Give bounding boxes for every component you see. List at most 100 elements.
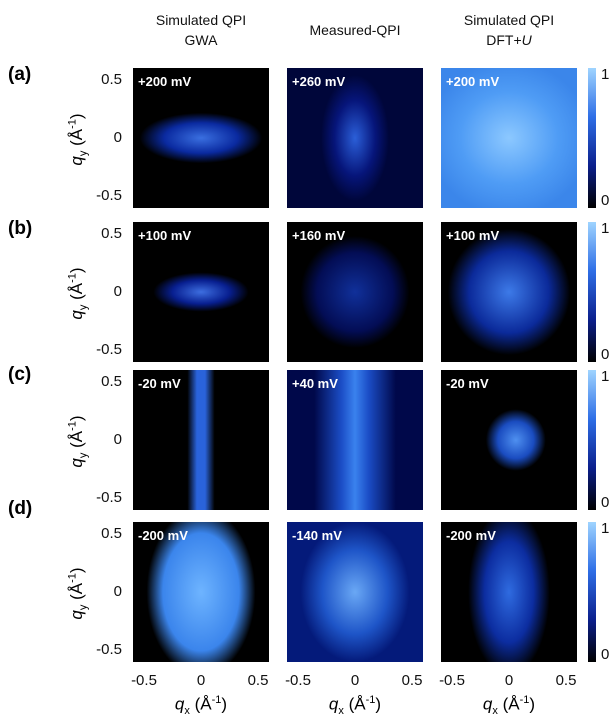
axis-symbol: q (67, 458, 87, 468)
qpi-panel: +200 mV (441, 68, 577, 208)
axis-symbol: q (67, 310, 87, 320)
row-label: (a) (8, 64, 32, 85)
x-tick-label: 0 (350, 672, 360, 689)
y-tick-label: 0 (113, 129, 122, 146)
axis-sub: y (77, 604, 90, 611)
title-line: Simulated QPI (463, 12, 555, 28)
row-label: (b) (8, 218, 33, 239)
energy-label: +200 mV (138, 74, 192, 89)
colorbar-tick: 0 (601, 646, 610, 663)
colorbar (588, 522, 596, 662)
axis-unit: ) (529, 694, 536, 714)
qpi-panel: +40 mV (287, 370, 423, 510)
energy-label: +100 mV (446, 228, 500, 243)
y-tick-label: 0 (113, 283, 122, 300)
title-part: U (521, 32, 532, 48)
axis-symbol: q (67, 610, 87, 620)
qpi-panel: +260 mV (287, 68, 423, 208)
qpi-panel: -20 mV (133, 370, 269, 510)
row-label: (c) (8, 364, 32, 385)
energy-label: -200 mV (138, 528, 188, 543)
colorbar-tick: 1 (601, 368, 610, 385)
axis-unit: (Å (497, 694, 520, 714)
title-line: Measured-QPI (309, 22, 401, 38)
axis-unit: ) (375, 694, 382, 714)
qpi-panel: +160 mV (287, 222, 423, 362)
energy-label: +260 mV (292, 74, 346, 89)
x-tick-label: -0.5 (285, 672, 311, 689)
row-label: (d) (8, 498, 33, 519)
y-tick-label: 0 (113, 583, 122, 600)
axis-unit: ) (221, 694, 228, 714)
qpi-panel: +200 mV (133, 68, 269, 208)
y-tick-label: -0.5 (96, 641, 122, 659)
y-tick-label: -0.5 (96, 341, 122, 359)
colorbar-tick: 0 (601, 494, 610, 511)
colorbar (588, 222, 596, 362)
axis-unit: (Å (343, 694, 366, 714)
x-tick-label: 0 (196, 672, 206, 689)
qpi-panel: +100 mV (133, 222, 269, 362)
colorbar-tick: 0 (601, 346, 610, 363)
qpi-panel: -200 mV (133, 522, 269, 662)
qpi-panel: -140 mV (287, 522, 423, 662)
axis-sub: x (338, 705, 344, 718)
x-tick-label: -0.5 (439, 672, 465, 689)
y-tick-label: 0.5 (101, 524, 122, 542)
energy-label: +40 mV (292, 376, 338, 391)
energy-label: -20 mV (138, 376, 181, 391)
qpi-panel: +100 mV (441, 222, 577, 362)
x-tick-label: 0 (504, 672, 514, 689)
axis-exp: -1 (66, 421, 79, 431)
axis-unit: ) (67, 267, 87, 274)
y-tick-label: 0 (113, 431, 122, 448)
y-tick-label: -0.5 (96, 489, 122, 507)
axis-exp: -1 (519, 694, 530, 706)
x-tick-label: 0.5 (555, 672, 577, 689)
axis-sub: y (77, 452, 90, 459)
energy-label: -200 mV (446, 528, 496, 543)
colorbar (588, 370, 596, 510)
colorbar-tick: 1 (601, 520, 610, 537)
axis-unit: ) (67, 567, 87, 574)
colorbar-tick: 1 (601, 66, 610, 83)
qpi-panel: -20 mV (441, 370, 577, 510)
colorbar-tick: 0 (601, 192, 610, 209)
x-tick-label: -0.5 (131, 672, 157, 689)
x-tick-label: 0.5 (401, 672, 423, 689)
axis-exp: -1 (365, 694, 376, 706)
x-axis-label: qx (Å-1) (305, 694, 405, 717)
x-axis-label: qx (Å-1) (151, 694, 251, 717)
axis-exp: -1 (66, 119, 79, 129)
title-line: GWA (184, 32, 218, 48)
axis-sub: y (77, 304, 90, 311)
y-tick-label: 0.5 (101, 224, 122, 242)
axis-symbol: q (174, 694, 185, 714)
column-title: Simulated QPI DFT+U (429, 10, 589, 50)
axis-sub: x (184, 705, 190, 718)
axis-sub: x (492, 705, 498, 718)
axis-unit: (Å (189, 694, 212, 714)
axis-exp: -1 (66, 273, 79, 283)
title-line: Simulated QPI (155, 12, 247, 28)
axis-symbol: q (328, 694, 339, 714)
column-title: Simulated QPI GWA (121, 10, 281, 50)
energy-label: +160 mV (292, 228, 346, 243)
axis-symbol: q (482, 694, 493, 714)
x-tick-label: 0.5 (247, 672, 269, 689)
axis-symbol: q (67, 156, 87, 166)
qpi-panel: -200 mV (441, 522, 577, 662)
axis-exp: -1 (66, 573, 79, 583)
energy-label: +200 mV (446, 74, 500, 89)
energy-label: -20 mV (446, 376, 489, 391)
y-tick-label: 0.5 (101, 372, 122, 390)
y-tick-label: -0.5 (96, 187, 122, 205)
column-title: Measured-QPI (275, 20, 435, 40)
axis-sub: y (77, 150, 90, 157)
title-part: DFT+ (486, 32, 522, 48)
axis-exp: -1 (211, 694, 222, 706)
energy-label: -140 mV (292, 528, 342, 543)
x-axis-label: qx (Å-1) (459, 694, 559, 717)
y-tick-label: 0.5 (101, 70, 122, 88)
